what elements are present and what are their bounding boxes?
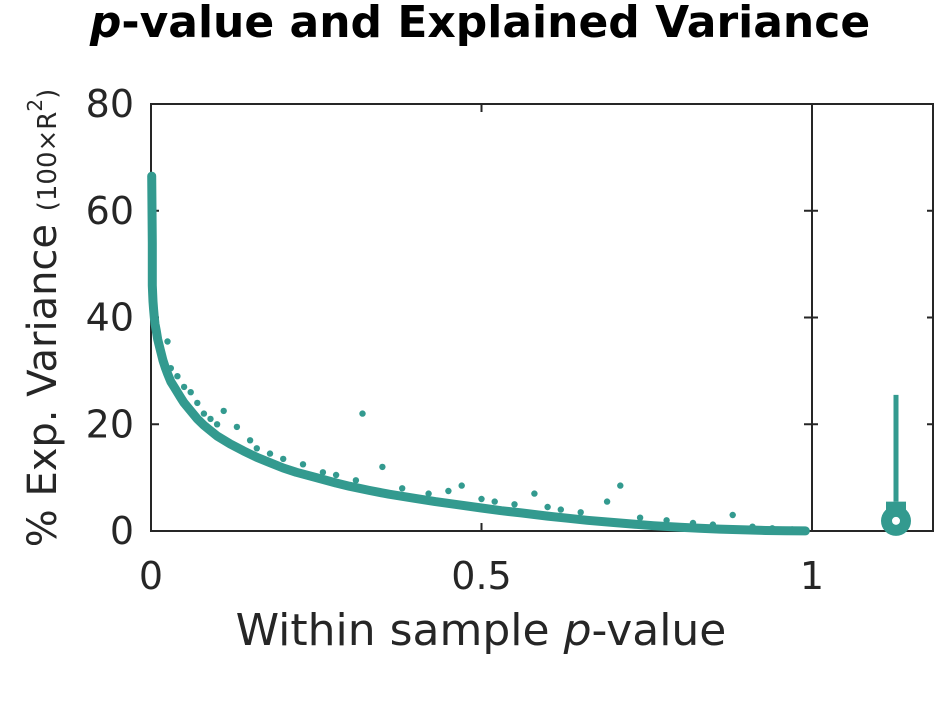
scatter-point bbox=[213, 421, 221, 428]
chart-title: p-value and Explained Variance bbox=[89, 0, 870, 48]
box-median-dot bbox=[892, 516, 900, 525]
side-panel-box bbox=[881, 394, 911, 536]
scatter-point bbox=[636, 514, 644, 521]
scatter-point bbox=[220, 407, 227, 415]
scatter-point bbox=[200, 410, 208, 417]
y-tick-label: 40 bbox=[86, 296, 134, 340]
axis-ticks: 0 0.5 1 0 20 40 60 80 bbox=[86, 82, 933, 598]
scatter-point bbox=[187, 389, 194, 396]
scatter-point bbox=[617, 482, 624, 489]
x-tick-label: 0.5 bbox=[451, 554, 511, 598]
x-tick-label: 1 bbox=[800, 554, 824, 598]
scatter-point bbox=[729, 511, 736, 519]
scatter-point bbox=[266, 450, 274, 457]
xlabel-suffix: -value bbox=[592, 605, 727, 656]
scatter-point bbox=[332, 471, 340, 479]
scatter-point bbox=[174, 373, 181, 380]
scatter-point bbox=[233, 423, 241, 431]
y-tick-label: 60 bbox=[86, 189, 134, 233]
scatter-point bbox=[359, 410, 366, 417]
xlabel-italic: p bbox=[563, 605, 592, 656]
scatter-point bbox=[207, 415, 214, 423]
scatter-point bbox=[246, 437, 254, 444]
scatter-point bbox=[491, 498, 498, 505]
side-panel-frame bbox=[812, 103, 934, 532]
scatter-point bbox=[253, 445, 260, 452]
scatter-point bbox=[557, 506, 564, 513]
scatter-point bbox=[319, 469, 327, 476]
ylabel-sub-open: (100×R bbox=[33, 112, 63, 212]
y-tick-label: 0 bbox=[110, 509, 134, 553]
y-tick-label: 80 bbox=[86, 82, 134, 126]
title-rest: -value and Explained Variance bbox=[121, 0, 870, 48]
y-tick-label: 20 bbox=[86, 402, 134, 446]
scatter-point bbox=[180, 383, 188, 391]
x-axis-label: Within sample p-value bbox=[236, 605, 727, 656]
scatter-density-band bbox=[147, 171, 810, 536]
title-italic: p bbox=[89, 0, 122, 48]
main-plot-frame bbox=[150, 103, 813, 532]
scatter-points bbox=[147, 171, 810, 536]
scatter-point bbox=[194, 399, 201, 407]
scatter-point bbox=[577, 509, 584, 516]
scatter-point bbox=[511, 501, 518, 508]
scatter-point bbox=[478, 495, 485, 503]
scatter-point bbox=[445, 487, 452, 495]
ylabel-main: % Exp. Variance bbox=[20, 211, 66, 547]
scatter-point bbox=[352, 477, 360, 484]
scatter-point bbox=[458, 482, 465, 489]
scatter-point bbox=[425, 490, 432, 497]
scatter-point bbox=[164, 338, 171, 345]
scatter-point bbox=[379, 463, 386, 471]
y-axis-label: % Exp. Variance (100×R2) bbox=[20, 89, 66, 548]
scatter-point bbox=[299, 461, 307, 468]
scatter-point bbox=[603, 498, 611, 505]
x-tick-label: 0 bbox=[139, 554, 163, 598]
ylabel-sup: 2 bbox=[23, 99, 47, 112]
xlabel-prefix: Within sample bbox=[236, 605, 564, 656]
scatter-point bbox=[399, 485, 406, 492]
ylabel-sub-close: ) bbox=[33, 89, 63, 99]
scatter-point bbox=[531, 490, 538, 497]
scatter-point bbox=[544, 503, 551, 511]
scatter-point bbox=[280, 455, 287, 463]
